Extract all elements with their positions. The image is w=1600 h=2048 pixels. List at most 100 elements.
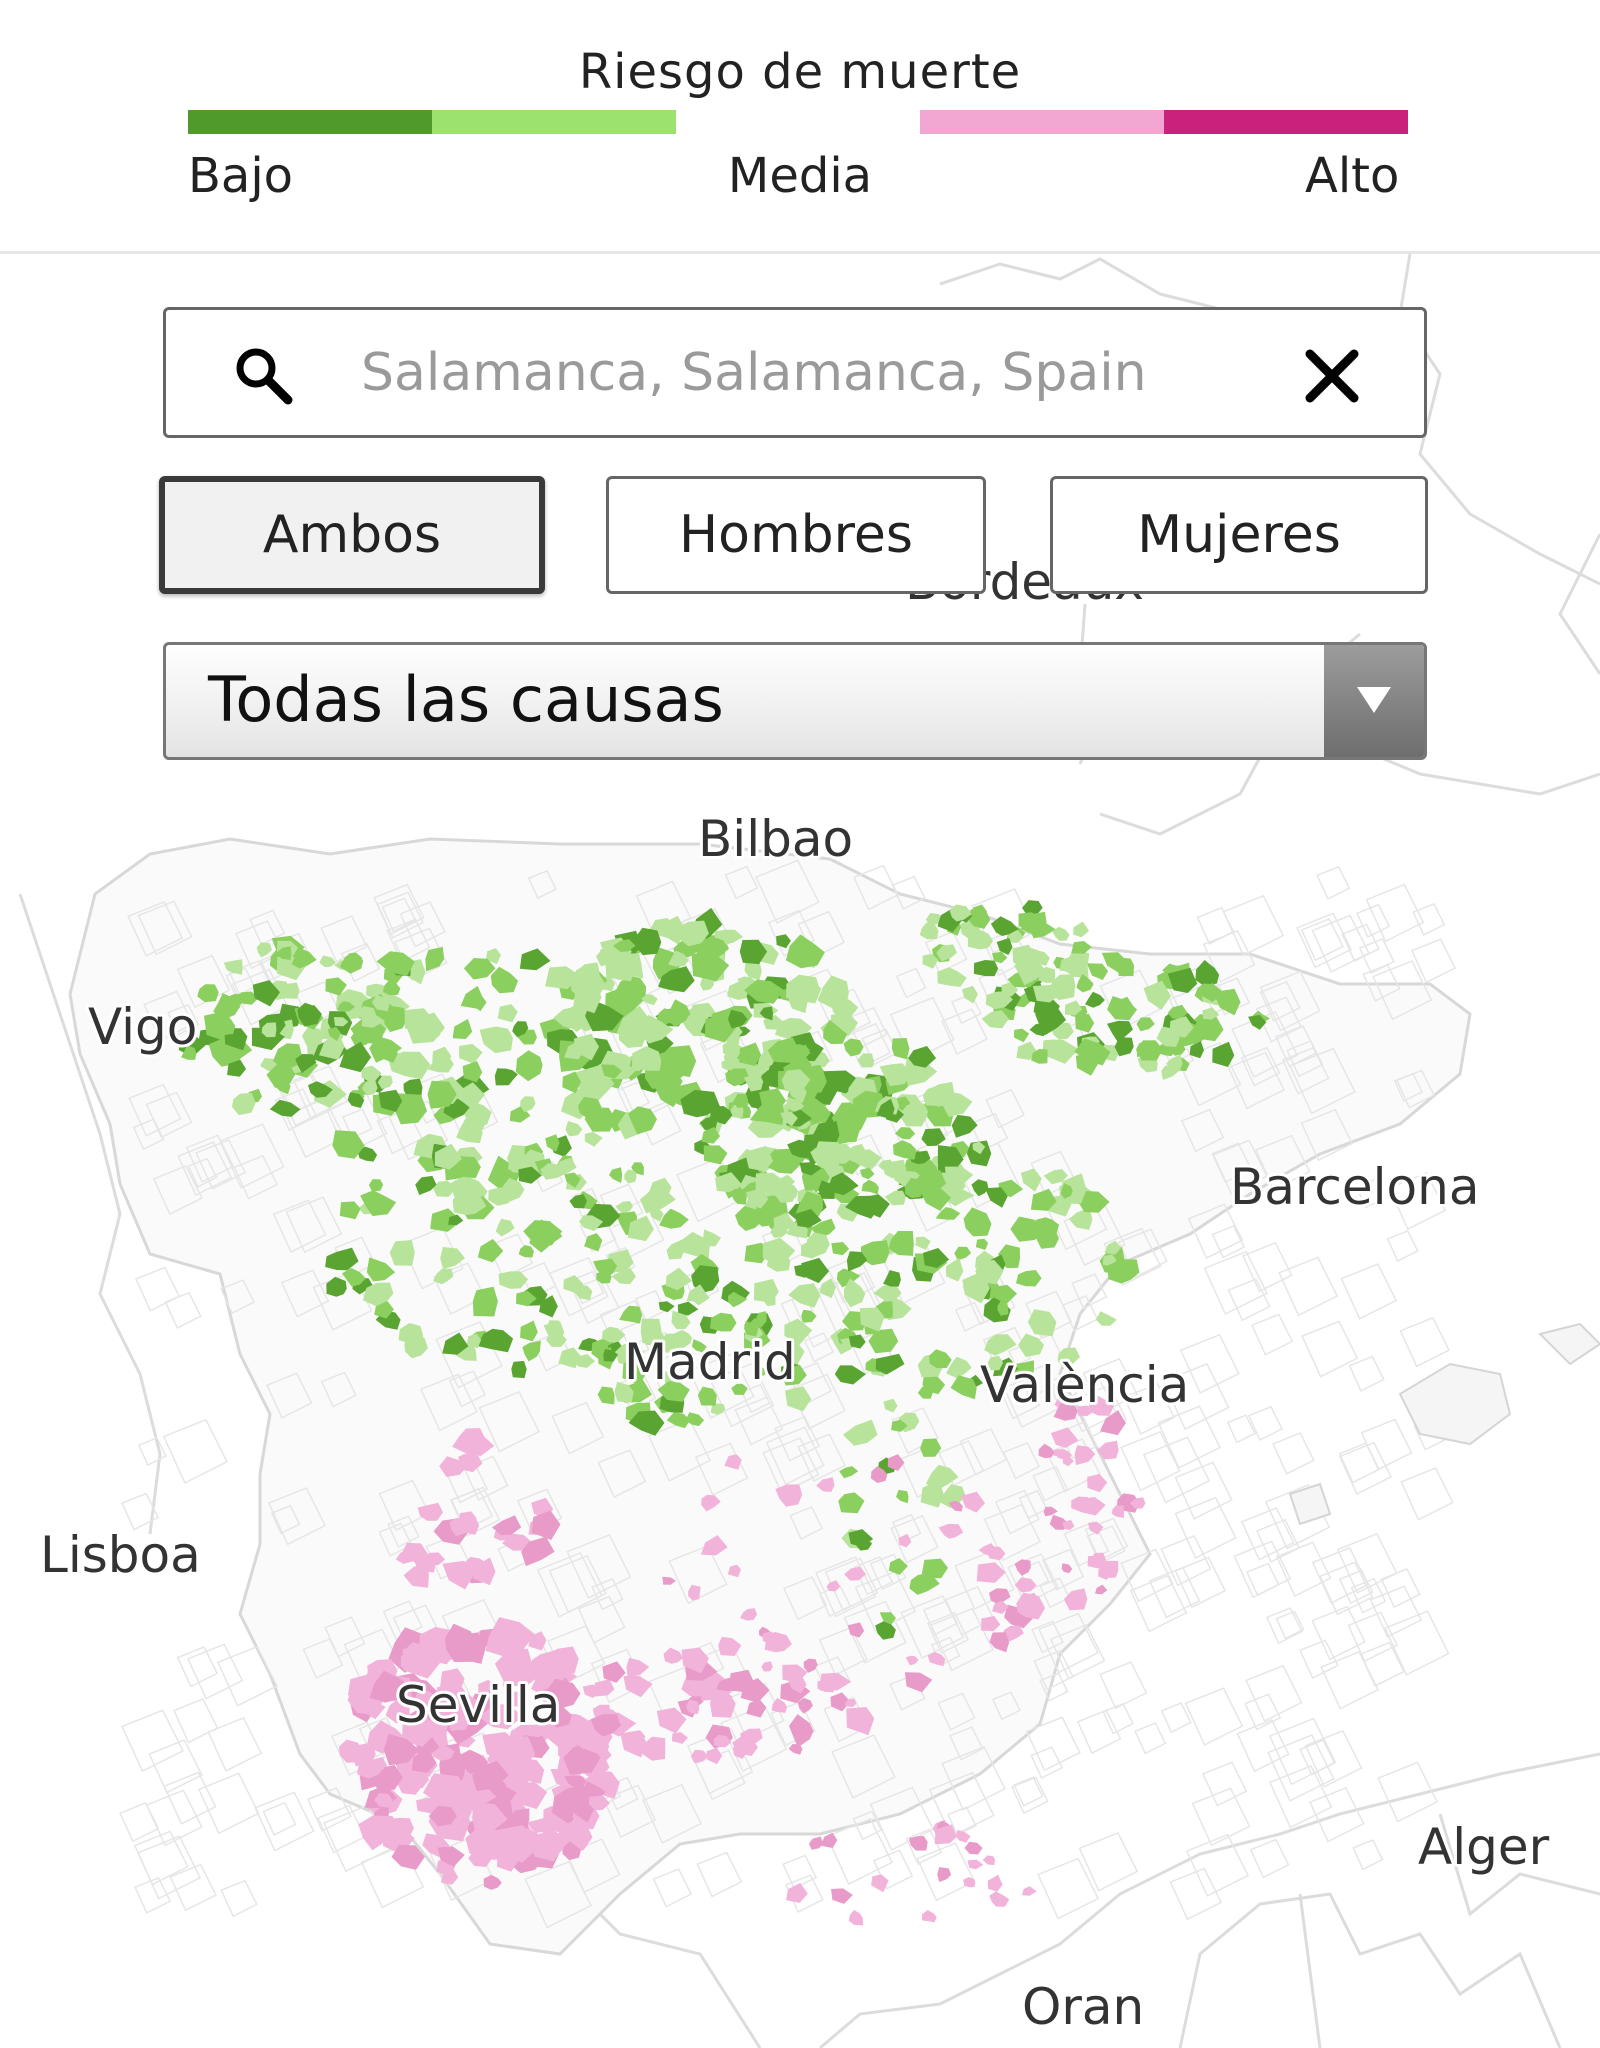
city-label-madrid: Madrid — [624, 1333, 796, 1391]
risk-patch — [937, 967, 967, 987]
choropleth-map[interactable]: Bilbao Vigo Barcelona Madrid València Li… — [0, 254, 1600, 2048]
risk-patch — [1135, 1040, 1163, 1061]
risk-patch — [478, 1703, 523, 1730]
municipality-boundary — [177, 1141, 233, 1197]
risk-patch — [1088, 1521, 1104, 1535]
municipality-boundary — [709, 1362, 775, 1428]
municipality-boundary — [1388, 1172, 1447, 1231]
risk-patch — [579, 1771, 620, 1799]
risk-patch — [357, 1758, 385, 1779]
risk-patch — [291, 947, 317, 969]
risk-patch — [357, 1146, 378, 1162]
municipality-boundary — [1352, 1839, 1384, 1871]
risk-patch — [770, 1225, 789, 1238]
municipality-boundary — [216, 1645, 279, 1707]
risk-patch — [1038, 966, 1056, 983]
risk-patch — [685, 1412, 705, 1427]
municipality-boundary — [635, 880, 692, 937]
cause-select[interactable]: Todas las causas — [163, 642, 1427, 760]
search-box[interactable] — [163, 307, 1427, 438]
sex-button-ambos[interactable]: Ambos — [159, 476, 545, 594]
risk-patch — [908, 1046, 937, 1068]
municipality-boundary — [1120, 1430, 1181, 1492]
municipality-boundary — [551, 1401, 605, 1455]
municipality-boundary — [133, 1830, 189, 1886]
municipality-boundary — [1268, 1717, 1337, 1786]
risk-patch — [181, 1045, 197, 1060]
risk-patch — [378, 1089, 403, 1112]
risk-patch — [797, 1697, 813, 1714]
risk-patch — [602, 1661, 626, 1683]
search-input[interactable] — [361, 332, 1291, 414]
risk-patch — [325, 1247, 359, 1271]
risk-patch — [437, 1846, 465, 1867]
risk-patch — [415, 1175, 437, 1195]
municipality-boundary — [602, 1784, 657, 1839]
municipality-boundary — [1010, 1776, 1049, 1815]
close-icon[interactable] — [1302, 346, 1362, 406]
sex-button-hombres[interactable]: Hombres — [606, 476, 986, 594]
risk-patch — [496, 1852, 519, 1872]
risk-patch — [875, 1353, 905, 1375]
risk-patch — [921, 1128, 946, 1147]
municipality-boundary — [1246, 1562, 1280, 1597]
risk-patch — [1195, 960, 1220, 987]
risk-patch — [381, 1043, 398, 1063]
risk-patch — [842, 1148, 862, 1165]
legend-divider — [0, 251, 1600, 254]
risk-patch — [383, 1733, 420, 1766]
risk-patch — [888, 1558, 908, 1575]
risk-patch — [605, 988, 643, 1011]
municipality-boundary — [1340, 1263, 1398, 1320]
risk-patch — [701, 1494, 721, 1512]
risk-patch — [361, 1065, 382, 1084]
municipality-boundary — [1320, 1650, 1380, 1710]
municipality-boundary — [1160, 1702, 1192, 1734]
city-label-lisboa: Lisboa — [40, 1526, 201, 1584]
risk-patch — [376, 951, 415, 976]
risk-patch — [319, 955, 336, 968]
risk-patch — [1032, 949, 1050, 966]
municipality-boundary — [220, 1279, 256, 1315]
risk-patch — [223, 959, 243, 975]
risk-patch — [432, 1180, 457, 1197]
risk-patch — [812, 1121, 840, 1147]
risk-patch — [376, 1005, 408, 1033]
municipality-boundary — [1278, 1256, 1339, 1317]
sex-button-mujeres[interactable]: Mujeres — [1050, 476, 1428, 594]
risk-patch — [868, 1328, 899, 1354]
municipality-boundary — [854, 1570, 917, 1633]
cause-select-toggle[interactable] — [1324, 645, 1424, 757]
risk-patch — [593, 1679, 615, 1697]
risk-patch — [1027, 1309, 1057, 1337]
risk-patch — [261, 1022, 277, 1038]
risk-patch — [1030, 1188, 1057, 1211]
municipality-boundary — [1301, 1320, 1359, 1378]
municipality-boundary — [1296, 912, 1353, 969]
risk-patch — [490, 966, 519, 994]
risk-patch — [1050, 1427, 1079, 1448]
municipality-boundary — [1299, 1739, 1336, 1776]
risk-patch — [817, 1679, 834, 1693]
risk-patch — [967, 929, 993, 950]
municipality-boundary — [145, 1789, 203, 1847]
risk-patch — [842, 1419, 878, 1446]
risk-patch — [690, 1749, 709, 1764]
risk-patch — [987, 1874, 1003, 1892]
municipality-boundary — [152, 1165, 203, 1216]
legend-swatch-high-dark — [1164, 110, 1408, 134]
risk-patch — [564, 1041, 584, 1060]
risk-patch — [848, 1334, 866, 1349]
risk-patch — [423, 1773, 468, 1806]
municipality-boundary — [1341, 923, 1380, 963]
risk-patch — [565, 1121, 583, 1137]
risk-patch — [1086, 963, 1109, 980]
municipality-boundary — [121, 1709, 184, 1773]
municipality-boundary — [1078, 1831, 1139, 1892]
municipality-boundary — [1242, 1241, 1293, 1293]
risk-patch — [739, 1042, 762, 1066]
risk-patch — [972, 1141, 986, 1155]
risk-patch — [710, 1403, 726, 1415]
map-canvas[interactable]: Bilbao Vigo Barcelona Madrid València Li… — [0, 254, 1600, 2048]
municipality-boundary — [1071, 1273, 1108, 1310]
